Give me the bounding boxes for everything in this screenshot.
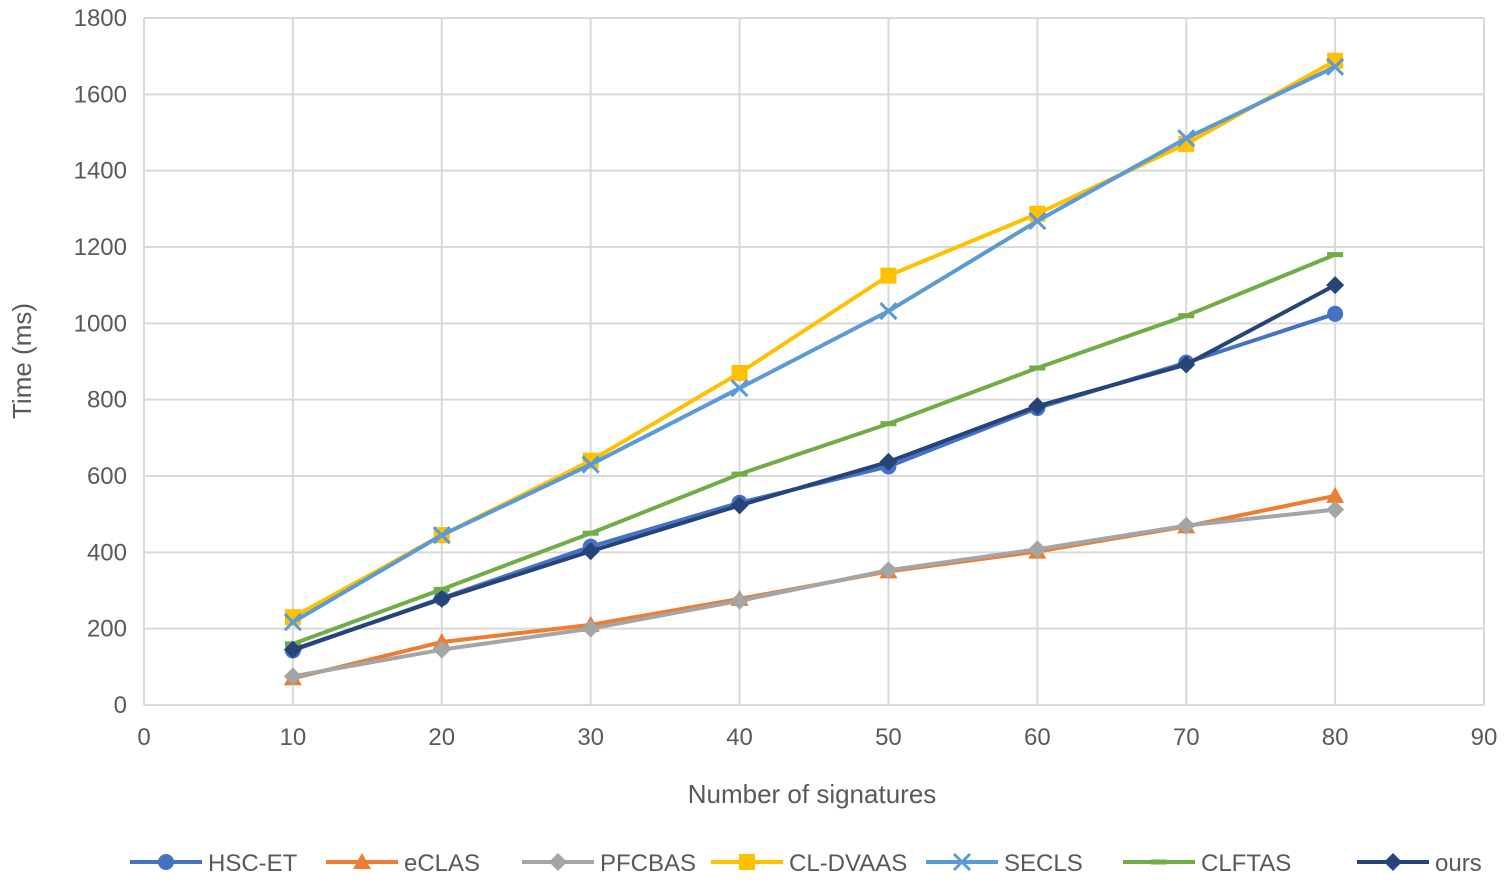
series-clftas xyxy=(284,252,1344,647)
data-point-secls xyxy=(730,379,749,398)
x-axis-ticks: 0 10 20 30 40 50 60 70 80 90 xyxy=(137,724,1497,751)
legend-item-eclas: eCLAS xyxy=(326,850,480,877)
legend-label-ours: ours xyxy=(1435,850,1482,877)
data-point-pfcbas xyxy=(283,667,302,686)
legend-label-secls: SECLS xyxy=(1004,850,1083,877)
x-tick-label: 60 xyxy=(1024,724,1051,751)
legend-label-eclas: eCLAS xyxy=(404,850,480,877)
x-axis-title: Number of signatures xyxy=(688,779,937,809)
x-tick-label: 80 xyxy=(1322,724,1349,751)
series-line-ours xyxy=(290,283,1338,652)
series-lines xyxy=(283,52,1345,686)
legend-marker-cl-dvaas xyxy=(739,854,755,870)
y-tick-label: 1800 xyxy=(74,5,127,32)
data-point-clftas xyxy=(1327,252,1344,258)
legend-marker-hsc-et xyxy=(158,854,174,870)
series-line-pfcbas xyxy=(290,507,1338,679)
y-tick-label: 1400 xyxy=(74,158,127,185)
data-point-pfcbas xyxy=(1177,516,1196,535)
data-point-ours xyxy=(1326,276,1345,295)
y-tick-label: 200 xyxy=(87,616,127,643)
y-tick-label: 1000 xyxy=(74,310,127,337)
legend: HSC-ET eCLAS PFCBAS CL-DVAAS SECLS CLFTAS ours xyxy=(130,850,1482,877)
x-tick-label: 20 xyxy=(428,724,455,751)
legend-marker-ours xyxy=(1384,853,1402,871)
data-point-clftas xyxy=(1029,365,1046,371)
x-tick-label: 40 xyxy=(726,724,753,751)
y-tick-label: 1600 xyxy=(74,81,127,108)
legend-item-hsc-et: HSC-ET xyxy=(130,850,298,877)
data-point-pfcbas xyxy=(879,561,898,580)
data-point-secls xyxy=(1177,129,1196,148)
x-tick-label: 50 xyxy=(875,724,902,751)
legend-item-ours: ours xyxy=(1357,850,1482,877)
x-tick-label: 0 xyxy=(137,724,150,751)
legend-label-clftas: CLFTAS xyxy=(1201,850,1291,877)
data-point-secls xyxy=(879,302,898,321)
data-point-hsc-et xyxy=(1327,305,1344,322)
series-secls xyxy=(283,57,1345,632)
x-tick-label: 70 xyxy=(1173,724,1200,751)
legend-item-pfcbas: PFCBAS xyxy=(522,850,696,877)
data-point-secls xyxy=(581,455,600,474)
data-point-ours xyxy=(432,589,451,608)
data-point-ours xyxy=(1177,355,1196,374)
data-point-secls xyxy=(432,526,451,545)
data-point-ours xyxy=(581,542,600,561)
legend-marker-secls xyxy=(952,852,972,872)
data-point-secls xyxy=(283,613,302,632)
data-point-clftas xyxy=(1178,313,1195,319)
data-point-cl-dvaas xyxy=(731,364,748,381)
legend-label-hsc-et: HSC-ET xyxy=(208,850,298,877)
y-tick-label: 0 xyxy=(114,692,127,719)
legend-item-clftas: CLFTAS xyxy=(1123,850,1291,877)
y-tick-label: 600 xyxy=(87,463,127,490)
data-point-ours xyxy=(730,496,749,515)
x-tick-label: 30 xyxy=(577,724,604,751)
data-point-clftas xyxy=(433,586,450,592)
data-point-ours xyxy=(283,640,302,659)
data-point-pfcbas xyxy=(581,619,600,638)
data-point-clftas xyxy=(880,421,897,427)
y-tick-label: 400 xyxy=(87,539,127,566)
legend-item-cl-dvaas: CL-DVAAS xyxy=(711,850,907,877)
x-tick-label: 90 xyxy=(1471,724,1498,751)
data-point-pfcbas xyxy=(1326,500,1345,519)
data-point-pfcbas xyxy=(730,591,749,610)
legend-marker-pfcbas xyxy=(549,853,567,871)
grid-lines xyxy=(143,17,1485,706)
y-axis-title: Time (ms) xyxy=(7,303,37,419)
data-point-pfcbas xyxy=(1028,540,1047,559)
legend-marker-eclas xyxy=(353,853,371,869)
y-tick-label: 800 xyxy=(87,387,127,414)
legend-item-secls: SECLS xyxy=(926,850,1083,877)
series-ours xyxy=(283,276,1345,659)
data-point-secls xyxy=(1028,211,1047,231)
series-line-secls xyxy=(290,64,1338,625)
data-point-eclas xyxy=(1326,486,1345,503)
x-tick-label: 10 xyxy=(280,724,307,751)
data-point-clftas xyxy=(582,530,599,536)
y-tick-label: 1200 xyxy=(74,234,127,261)
legend-label-cl-dvaas: CL-DVAAS xyxy=(789,850,907,877)
y-axis-ticks: 0 200 400 600 800 1000 1200 1400 1600 1800 xyxy=(74,5,127,719)
data-point-clftas xyxy=(731,471,748,477)
data-point-cl-dvaas xyxy=(880,267,897,284)
legend-marker-clftas xyxy=(1151,859,1167,865)
series-line-clftas xyxy=(290,252,1338,646)
data-point-secls xyxy=(1326,57,1345,76)
series-pfcbas xyxy=(283,500,1345,686)
data-point-pfcbas xyxy=(432,640,451,659)
legend-label-pfcbas: PFCBAS xyxy=(600,850,696,877)
data-point-ours xyxy=(1028,397,1047,416)
data-point-ours xyxy=(879,452,898,471)
